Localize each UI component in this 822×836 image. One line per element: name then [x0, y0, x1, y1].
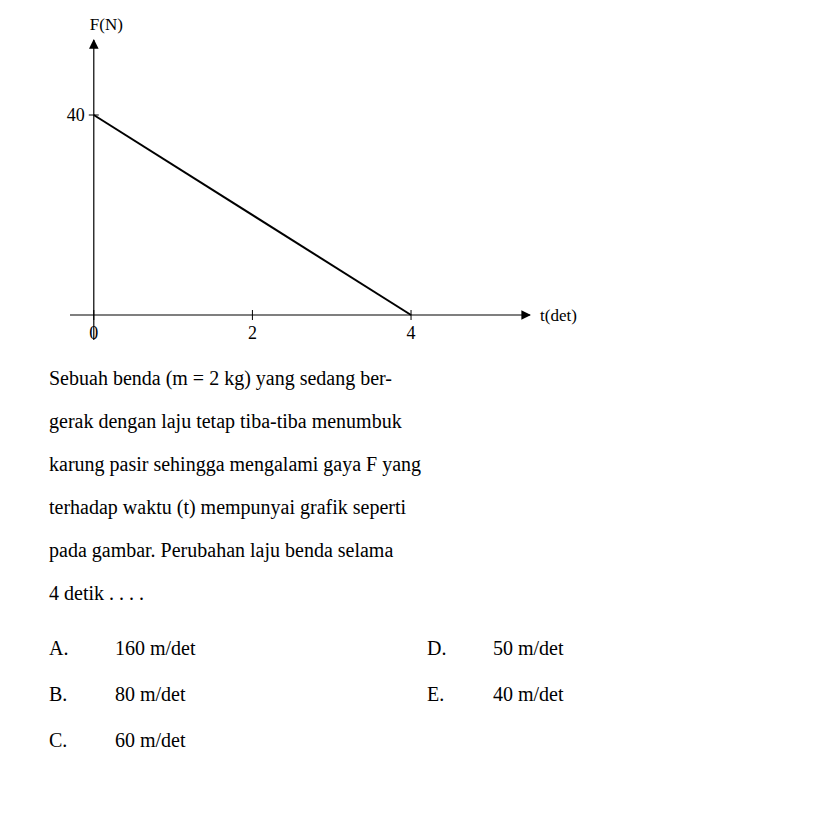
x-tick	[93, 310, 94, 320]
x-tick	[252, 310, 253, 320]
paragraph-line: 4 detik . . . .	[49, 582, 144, 604]
option-label: D.	[427, 637, 446, 659]
x-axis-label: t(det)	[540, 306, 577, 325]
plot-area	[94, 115, 411, 315]
x-tick-label: 2	[248, 323, 257, 343]
paragraph-line: terhadap waktu (t) mempunyai grafik sepe…	[49, 496, 407, 519]
paragraph-line: pada gambar. Perubahan laju benda selama	[49, 539, 393, 562]
paragraph-line: gerak dengan laju tetap tiba-tiba menumb…	[49, 410, 402, 433]
option-text: 60 m/det	[115, 729, 186, 751]
option-label: A.	[49, 637, 68, 659]
option-text: 50 m/det	[493, 637, 564, 659]
x-tick-label: 0	[89, 323, 98, 343]
option-text: 160 m/det	[115, 637, 196, 659]
option-text: 40 m/det	[493, 683, 564, 705]
x-tick-label: 4	[407, 323, 416, 343]
y-axis-label: F(N)	[90, 15, 123, 34]
paragraph-line: karung pasir sehingga mengalami gaya F y…	[49, 453, 421, 476]
chart: 0 2 4 40 t(det) F(N) Sebuah benda (m = 2 kg) y…	[0, 0, 822, 836]
y-tick-label: 40	[67, 105, 85, 125]
data-line	[94, 115, 411, 315]
paragraph-line: Sebuah benda (m = 2 kg) yang sedang ber-	[49, 367, 392, 390]
option-label: C.	[49, 729, 67, 751]
option-label: E.	[427, 683, 444, 705]
y-axis	[93, 40, 94, 340]
x-axis	[70, 314, 530, 315]
option-label: B.	[49, 683, 67, 705]
option-text: 80 m/det	[115, 683, 186, 705]
